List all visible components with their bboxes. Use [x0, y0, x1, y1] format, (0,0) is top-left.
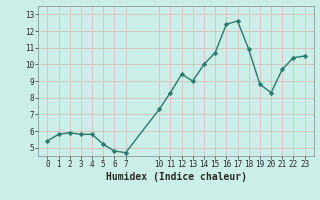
- X-axis label: Humidex (Indice chaleur): Humidex (Indice chaleur): [106, 172, 246, 182]
